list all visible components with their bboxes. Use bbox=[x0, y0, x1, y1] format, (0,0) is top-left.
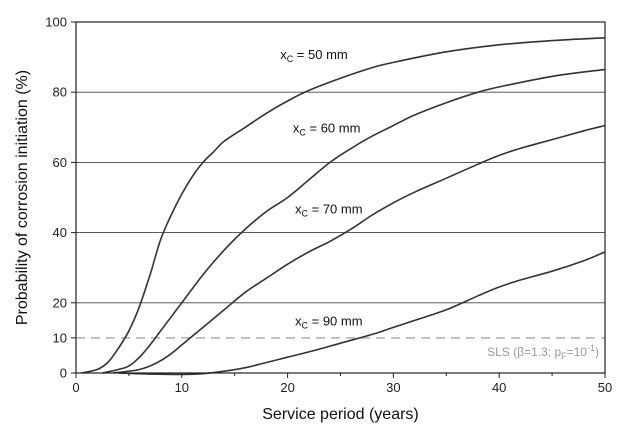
series-line-1 bbox=[102, 68, 606, 374]
x-tick-label: 0 bbox=[72, 380, 79, 395]
y-tick-label: 100 bbox=[45, 15, 67, 30]
x-tick-label: 10 bbox=[175, 380, 189, 395]
x-tick-label: 50 bbox=[598, 380, 612, 395]
data-series bbox=[81, 37, 606, 376]
sls-label: SLS (β=1.3; pF=10-1) bbox=[487, 343, 599, 361]
x-tick-label: 40 bbox=[492, 380, 506, 395]
series-line-2 bbox=[112, 124, 606, 374]
y-tick-label: 10 bbox=[53, 330, 67, 345]
series-line-0 bbox=[81, 37, 606, 374]
y-tick-label: 0 bbox=[60, 366, 67, 381]
x-axis-ticks: 0 10 20 30 40 50 bbox=[72, 373, 612, 395]
series-label-2: xC = 70 mm bbox=[295, 201, 363, 218]
y-axis-ticks: 0 10 20 40 60 80 100 bbox=[45, 15, 76, 381]
series-label-0: xC = 50 mm bbox=[280, 47, 348, 64]
y-axis-title: Probability of corrosion initiation (%) bbox=[14, 70, 31, 325]
y-tick-label: 60 bbox=[53, 155, 67, 170]
y-tick-label: 20 bbox=[53, 295, 67, 310]
y-tick-label: 40 bbox=[53, 225, 67, 240]
y-tick-label: 80 bbox=[53, 85, 67, 100]
x-axis-title: Service period (years) bbox=[262, 406, 419, 423]
series-labels: xC = 50 mm xC = 60 mm xC = 70 mm xC = 90 mm… bbox=[280, 47, 599, 361]
x-tick-label: 30 bbox=[386, 380, 400, 395]
x-tick-label: 20 bbox=[280, 380, 294, 395]
series-label-3: xC = 90 mm bbox=[295, 314, 363, 331]
series-label-1: xC = 60 mm bbox=[293, 121, 361, 138]
